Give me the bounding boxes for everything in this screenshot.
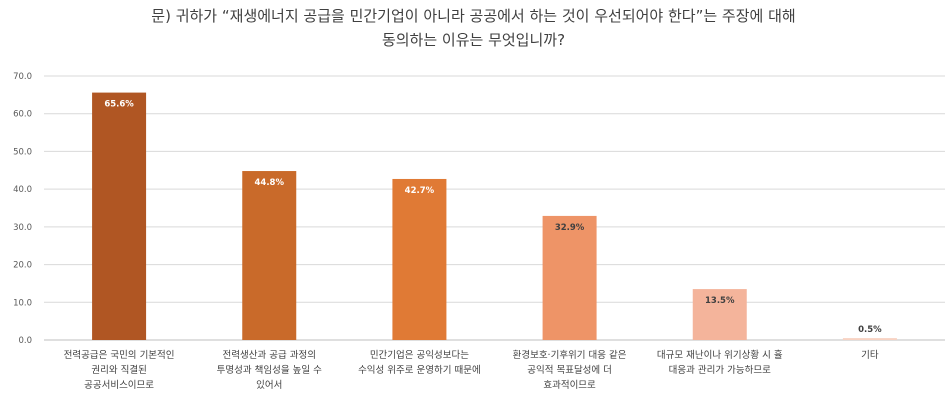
- bar: [542, 215, 597, 340]
- bar: [92, 92, 147, 340]
- x-category-label-line: 전력공급은 국민의 기본적인: [63, 350, 175, 361]
- chart-title: 문) 귀하가 “재생에너지 공급을 민간기업이 아니라 공공에서 하는 것이 우…: [0, 4, 947, 52]
- x-category-label-line: 환경보호·기후위기 대응 같은: [512, 350, 627, 361]
- y-tick-label: 40.0: [13, 185, 32, 195]
- chart-title-line-1: 문) 귀하가 “재생에너지 공급을 민간기업이 아니라 공공에서 하는 것이 우…: [151, 7, 796, 25]
- x-category-label-line: 권리와 직결된: [91, 365, 147, 376]
- x-category-label-line: 있어서: [256, 380, 283, 391]
- y-tick-label: 10.0: [13, 298, 32, 308]
- y-axis-ticks: 0.0 10.0 20.0 30.0 40.0 50.0 60.0 70.0: [13, 72, 32, 346]
- x-category-label-line: 전력생산과 공급 과정의: [222, 350, 316, 361]
- x-category-label-line: 민간기업은 공익성보다는: [369, 350, 469, 361]
- y-tick-label: 30.0: [13, 223, 32, 233]
- y-tick-label: 70.0: [13, 72, 32, 82]
- y-tick-label: 60.0: [13, 110, 32, 120]
- x-category-label-line: 대규모 재난이나 위기상황 시 휼: [656, 350, 783, 361]
- bar: [692, 289, 747, 340]
- data-label: 0.5%: [858, 325, 882, 335]
- x-category-label-line: 효과적이므로: [543, 380, 596, 391]
- x-category-label-line: 기타: [861, 350, 879, 361]
- data-labels: 65.6% 44.8% 42.7% 32.9% 13.5% 0.5%: [104, 100, 882, 336]
- data-label: 44.8%: [255, 178, 285, 188]
- data-label: 65.6%: [104, 100, 134, 110]
- data-label: 32.9%: [555, 223, 585, 233]
- y-tick-label: 0.0: [18, 336, 32, 346]
- x-category-label: 기타: [794, 348, 946, 363]
- bar: [242, 171, 297, 340]
- data-label: 42.7%: [405, 186, 435, 196]
- x-category-label-line: 투명성과 책임성을 높일 수: [216, 365, 322, 376]
- chart-title-line-2: 동의하는 이유는 무엇입니까?: [381, 31, 566, 49]
- y-tick-label: 50.0: [13, 147, 32, 157]
- x-category-label-line: 수익성 위주로 운영하기 때문에: [358, 365, 481, 376]
- x-category-label-line: 대응과 관리가 가능하므로: [668, 365, 771, 376]
- bars: [92, 92, 897, 340]
- x-category-label-line: 공익적 목표달성에 더: [527, 365, 612, 376]
- gridlines: [44, 75, 945, 341]
- x-category-label-line: 공공서비스이므로: [84, 380, 155, 391]
- bar: [392, 178, 447, 340]
- data-label: 13.5%: [705, 296, 735, 306]
- bar: [842, 338, 897, 340]
- y-tick-label: 20.0: [13, 261, 32, 271]
